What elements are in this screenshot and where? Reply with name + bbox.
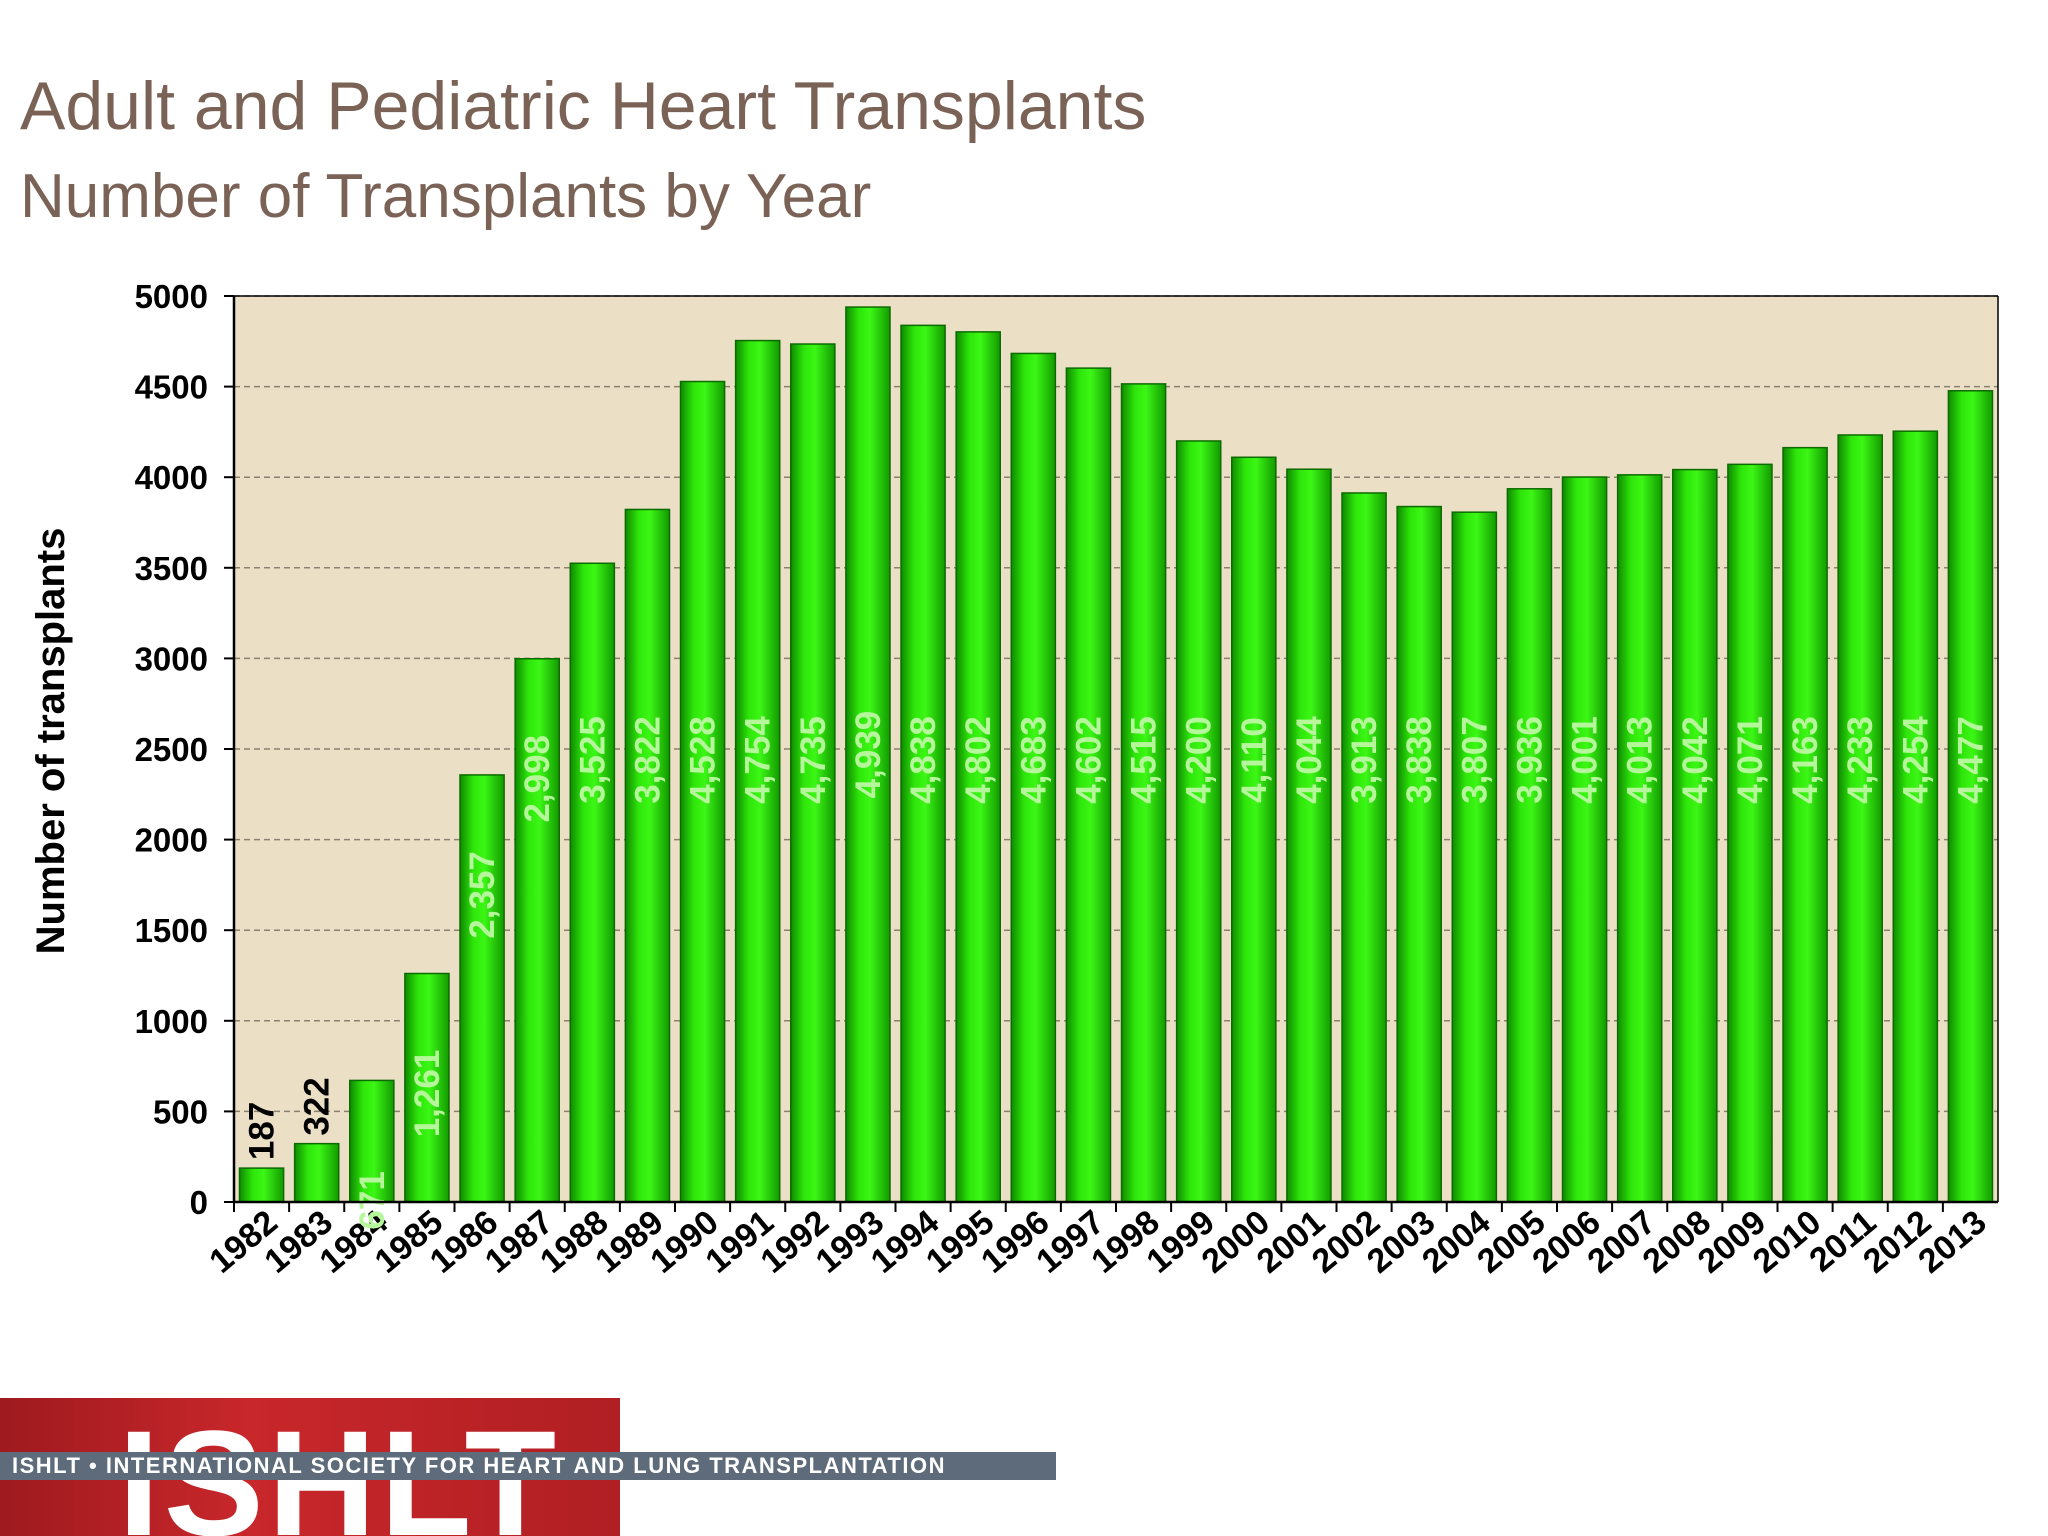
bar-2004: [1451, 511, 1498, 1203]
bar-2002: [1341, 492, 1387, 1203]
data-label: 3,822: [628, 716, 667, 804]
bar-2007: [1616, 474, 1663, 1203]
data-label: 4,044: [1290, 716, 1329, 804]
bar-1997: [1065, 367, 1112, 1203]
y-axis-ticks: 0 500 1000 1500 2000 2500 3000 3500 4000 4500 5000: [135, 278, 234, 1221]
bar-1986: [459, 774, 505, 1203]
y-tick-label: 4000: [135, 459, 208, 496]
bar-1992: [790, 343, 836, 1203]
bar-2008: [1672, 468, 1718, 1203]
bar-1996: [1010, 352, 1057, 1203]
y-tick-label: 2500: [135, 731, 208, 768]
data-label: 4,838: [904, 716, 943, 804]
x-axis-ticks: 1982198319841985198619871988198919901991…: [202, 1202, 1994, 1281]
bar-1985: [404, 972, 450, 1203]
data-label: 3,936: [1510, 716, 1549, 804]
data-label: 4,602: [1069, 716, 1108, 804]
bar-2012: [1892, 430, 1939, 1203]
data-label: 3,807: [1455, 716, 1494, 804]
bar-1988: [569, 562, 616, 1203]
bar-1995: [955, 331, 1001, 1203]
slide-subtitle: Number of Transplants by Year: [20, 162, 872, 231]
data-label: 4,515: [1125, 716, 1164, 804]
bar-2005: [1506, 488, 1553, 1203]
data-label: 2,998: [518, 735, 557, 823]
bar-1984: [349, 1079, 395, 1203]
data-label: 4,254: [1896, 716, 1935, 804]
bar-1990: [679, 380, 726, 1203]
y-tick-label: 3000: [135, 640, 208, 677]
y-tick-label: 2000: [135, 822, 208, 859]
data-label: 322: [298, 1077, 337, 1135]
bar-2013: [1947, 390, 1994, 1203]
bar-2000: [1231, 456, 1277, 1203]
logo-band-text: ISHLT • INTERNATIONAL SOCIETY FOR HEART …: [12, 1453, 946, 1478]
data-label: 4,754: [739, 716, 778, 804]
logo-band: [0, 1452, 1056, 1480]
bar-chart: 0 500 1000 1500 2000 2500 3000 3500 4000 4500 5000…: [29, 278, 1999, 1281]
data-label: 4,233: [1841, 716, 1880, 804]
data-label: 3,525: [573, 716, 612, 804]
bar-1989: [624, 508, 671, 1203]
y-axis-title: Number of transplants: [29, 528, 73, 955]
bar-1993: [845, 306, 891, 1203]
data-label: 4,110: [1235, 717, 1274, 803]
data-labels: 187 322 671 1,261 2,357 2,998 3,525 3,822 4,528 4…: [243, 711, 1991, 1230]
data-label: 4,013: [1621, 716, 1660, 804]
data-label: 1,261: [408, 1050, 447, 1138]
data-label: 4,939: [849, 711, 888, 799]
bar-1999: [1175, 440, 1222, 1203]
bar-2001: [1286, 468, 1332, 1203]
y-tick-label: 0: [190, 1184, 208, 1221]
axes: [232, 295, 1999, 1204]
y-tick-label: 1000: [135, 1003, 208, 1040]
data-label: 4,477: [1951, 716, 1990, 804]
data-label: 4,802: [959, 716, 998, 804]
data-label: 4,528: [684, 716, 723, 804]
bar-1994: [900, 324, 946, 1203]
bar-1982: [238, 1167, 285, 1203]
y-tick-label: 4500: [135, 369, 208, 406]
bar-2003: [1396, 505, 1442, 1203]
y-tick-label: 3500: [135, 550, 208, 587]
slide-title: Adult and Pediatric Heart Transplants: [20, 68, 1147, 144]
data-label: 671: [353, 1171, 392, 1229]
bar-2011: [1837, 434, 1883, 1203]
data-label: 3,838: [1400, 716, 1439, 804]
bar-1998: [1120, 383, 1167, 1203]
bar-2010: [1782, 446, 1828, 1203]
data-label: 4,683: [1014, 716, 1053, 804]
data-label: 4,001: [1566, 716, 1605, 804]
y-tick-label: 1500: [135, 912, 208, 949]
bar-2006: [1561, 476, 1608, 1203]
y-tick-label: 500: [153, 1093, 208, 1130]
data-label: 4,042: [1676, 716, 1715, 804]
data-label: 4,200: [1180, 716, 1219, 804]
data-label: 2,357: [463, 851, 502, 939]
bar-1983: [293, 1142, 340, 1203]
y-tick-label: 5000: [135, 278, 208, 315]
bars: [238, 306, 1994, 1203]
data-label: 4,071: [1731, 716, 1770, 804]
data-label: 4,735: [794, 716, 833, 804]
bar-2009: [1727, 463, 1773, 1203]
data-label: 4,163: [1786, 716, 1825, 804]
data-label: 187: [243, 1102, 282, 1160]
data-label: 3,913: [1345, 716, 1384, 804]
bar-1991: [734, 339, 781, 1203]
